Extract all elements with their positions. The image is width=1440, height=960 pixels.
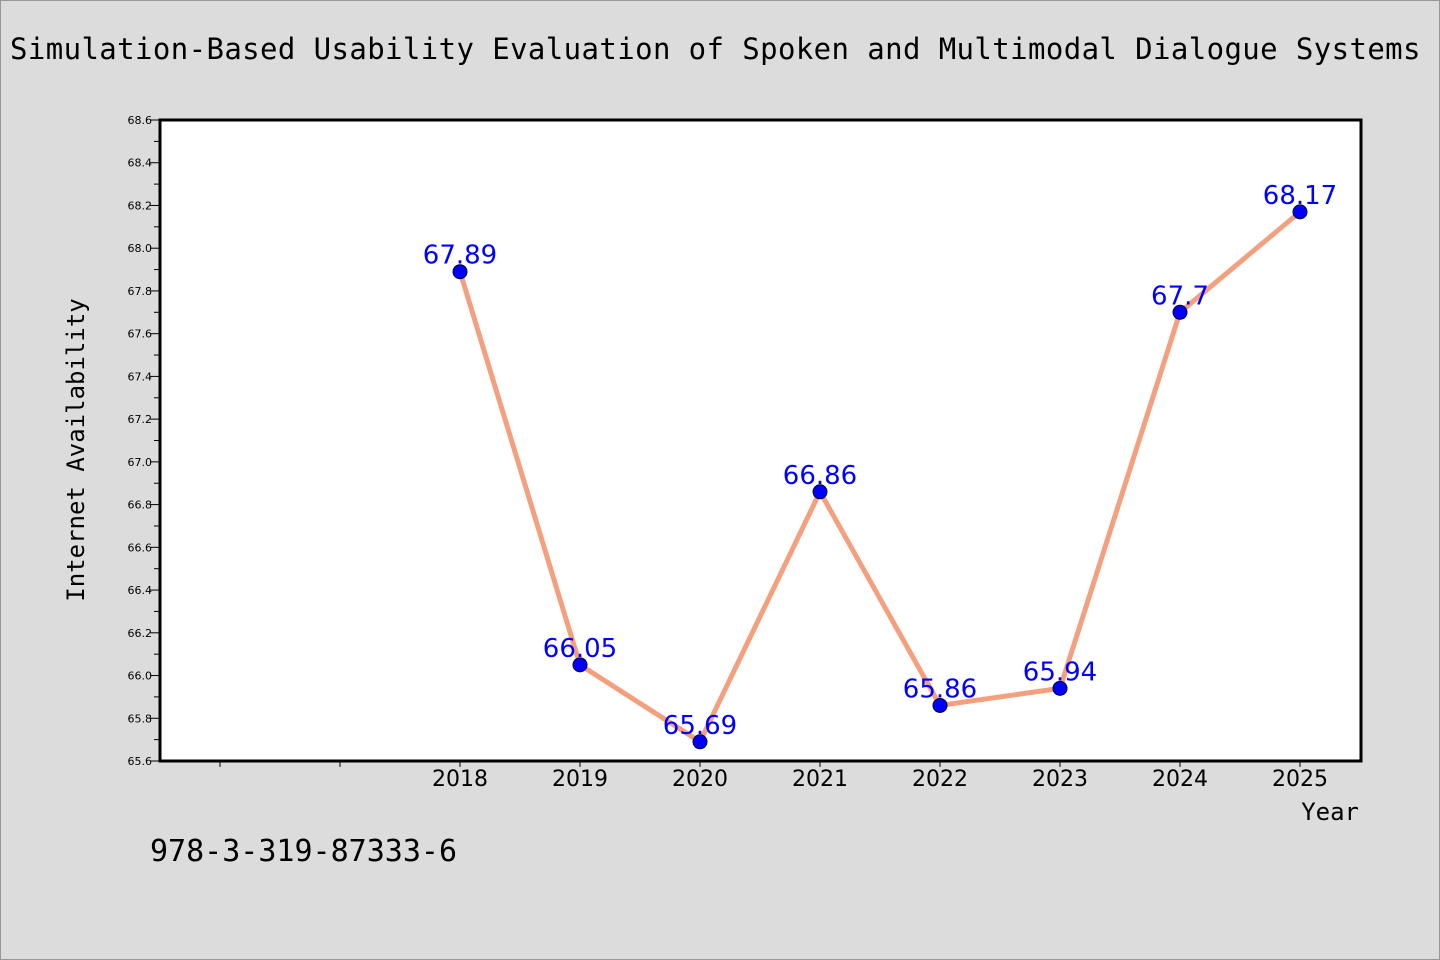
x-axis: 2018 2019 2020 2021 2022 2023 2024 2025 [219, 761, 1328, 792]
data-label: 65.69 [663, 711, 737, 741]
data-point [1172, 304, 1188, 320]
data-point [932, 697, 948, 713]
y-tick-label: 66.0 [128, 670, 153, 683]
data-point [1052, 680, 1068, 696]
chart-title: Simulation-Based Usability Evaluation of… [10, 32, 1421, 66]
y-tick-label: 65.8 [128, 712, 153, 725]
y-tick-label: 68.2 [128, 199, 153, 212]
data-labels: 67.89 66.05 65.69 66.86 65.86 65.94 67.7 68.17 [423, 181, 1337, 741]
x-tick-label: 2021 [792, 767, 848, 792]
x-tick-label: 2024 [1152, 767, 1208, 792]
y-tick-label: 68.4 [128, 157, 153, 170]
x-tick-label: 2023 [1032, 767, 1088, 792]
y-tick-label: 68.0 [128, 242, 153, 255]
data-label: 65.94 [1023, 657, 1097, 687]
x-tick-label: 2020 [672, 767, 728, 792]
data-markers [452, 204, 1308, 750]
data-label: 65.86 [903, 674, 977, 704]
y-tick-label: 65.6 [128, 755, 153, 768]
y-axis: 65.6 65.8 66.0 66.2 66.4 66.6 66.8 67.0 67.2 67.4… [128, 114, 160, 768]
x-axis-label: Year [1301, 798, 1359, 826]
y-tick-label: 66.6 [128, 541, 153, 554]
y-tick-label: 67.4 [128, 370, 153, 383]
y-tick-label: 67.8 [128, 285, 153, 298]
series-line [457, 209, 1303, 745]
y-tick-label: 68.6 [128, 114, 153, 127]
x-tick-label: 2022 [912, 767, 968, 792]
data-label: 67.89 [423, 241, 497, 271]
plot-area [158, 118, 1363, 763]
data-point [572, 657, 588, 673]
data-label: 68.17 [1263, 181, 1337, 211]
y-tick-label: 66.2 [128, 627, 153, 640]
data-point [692, 734, 708, 750]
y-tick-label: 67.6 [128, 328, 153, 341]
y-tick-label: 67.2 [128, 413, 153, 426]
data-label: 66.86 [783, 461, 857, 491]
y-axis-label: Internet Availability [62, 298, 90, 601]
data-point [452, 264, 468, 280]
x-tick-label: 2018 [432, 767, 488, 792]
data-point [812, 484, 828, 500]
y-tick-label: 67.0 [128, 456, 153, 469]
data-point [1292, 204, 1308, 220]
y-tick-label: 66.4 [128, 584, 153, 597]
x-tick-label: 2025 [1272, 767, 1328, 792]
data-label: 66.05 [543, 634, 617, 664]
x-tick-label: 2019 [552, 767, 608, 792]
y-tick-label: 66.8 [128, 499, 153, 512]
data-label: 67.7 [1151, 281, 1209, 311]
isbn-text: 978-3-319-87333-6 [150, 834, 458, 869]
